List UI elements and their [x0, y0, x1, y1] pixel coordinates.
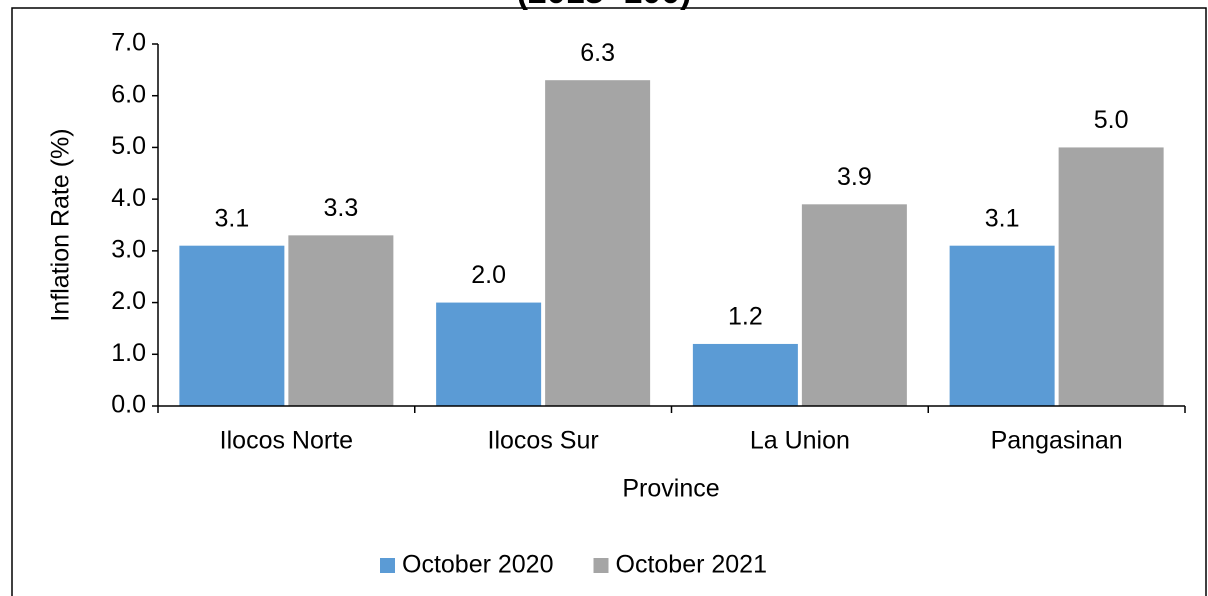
- x-axis-label: Province: [622, 475, 719, 503]
- data-label: 3.9: [837, 163, 872, 191]
- data-label: 2.0: [471, 261, 506, 289]
- y-tick-label: 3.0: [111, 235, 146, 263]
- bar: [1058, 147, 1164, 406]
- y-tick-label: 1.0: [111, 339, 146, 367]
- chart-title: (2018=100): [517, 0, 692, 11]
- data-label: 1.2: [728, 303, 763, 331]
- x-tick-label: Ilocos Sur: [488, 427, 599, 455]
- data-label: 5.0: [1094, 106, 1129, 134]
- y-tick-label: 4.0: [111, 184, 146, 212]
- x-tick-label: Ilocos Norte: [220, 427, 353, 455]
- bar: [436, 302, 542, 406]
- y-tick-label: 7.0: [111, 29, 146, 57]
- y-tick-label: 6.0: [111, 80, 146, 108]
- legend-label: October 2020: [402, 551, 554, 579]
- data-label: 6.3: [580, 39, 615, 67]
- bar: [692, 343, 798, 406]
- data-label: 3.3: [323, 194, 358, 222]
- data-label: 3.1: [214, 204, 249, 232]
- y-tick-label: 5.0: [111, 132, 146, 160]
- y-tick-label: 2.0: [111, 287, 146, 315]
- y-tick-label: 0.0: [111, 391, 146, 419]
- legend-swatch: [380, 558, 395, 573]
- bar: [545, 80, 651, 406]
- x-tick-label: La Union: [750, 427, 850, 455]
- bar: [179, 245, 285, 406]
- bar: [288, 235, 394, 406]
- data-label: 3.1: [985, 204, 1020, 232]
- legend-label: October 2021: [616, 551, 768, 579]
- y-axis-label: Inflation Rate (%): [47, 128, 75, 321]
- legend-swatch: [593, 558, 609, 573]
- bar: [801, 204, 907, 406]
- bar: [949, 245, 1055, 406]
- chart-border: [11, 7, 1207, 596]
- x-tick-label: Pangasinan: [991, 427, 1123, 455]
